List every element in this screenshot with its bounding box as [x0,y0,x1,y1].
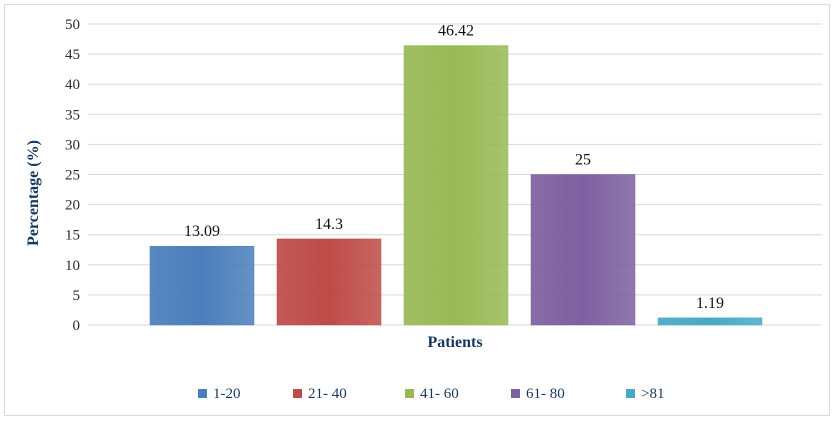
legend-swatch-2 [293,389,302,398]
legend-swatch-3 [405,389,414,398]
y-axis-ticks: 0 5 10 15 20 25 30 35 40 45 50 [65,17,80,334]
bar-4 [530,174,636,326]
y-tick-label: 0 [73,318,81,334]
y-axis-title: Percentage (%) [25,140,42,246]
x-axis-title: Patients [427,334,482,351]
y-tick-label: 50 [65,17,80,33]
legend-label-2: 21- 40 [308,386,347,402]
data-label-1: 13.09 [184,223,220,240]
data-label-2: 14.3 [315,216,343,233]
y-tick-label: 25 [65,168,80,184]
data-label-5: 1.19 [696,295,724,312]
legend-swatch-1 [198,389,207,398]
y-tick-label: 35 [65,107,80,123]
data-labels: 13.09 14.3 46.42 25 1.19 [184,23,724,312]
legend-swatch-4 [511,389,520,398]
legend-label-5: >81 [641,386,664,402]
bars [149,45,763,326]
bar-3 [403,45,509,326]
chart-frame [4,4,830,416]
legend-swatch-5 [626,389,635,398]
y-tick-label: 10 [65,258,80,274]
bar-1 [149,245,255,326]
legend-label-4: 61- 80 [526,386,565,402]
y-tick-label: 45 [65,47,80,63]
legend: 1-20 21- 40 41- 60 61- 80 >81 [198,386,664,402]
data-label-3: 46.42 [438,23,474,40]
legend-label-1: 1-20 [213,386,241,402]
bar-5 [657,317,763,326]
y-tick-label: 5 [73,288,81,304]
y-tick-label: 20 [65,198,80,214]
legend-label-3: 41- 60 [420,386,459,402]
data-label-4: 25 [575,152,591,169]
y-tick-label: 15 [65,228,80,244]
bar-2 [276,238,382,326]
y-tick-label: 30 [65,137,80,153]
y-tick-label: 40 [65,77,80,93]
